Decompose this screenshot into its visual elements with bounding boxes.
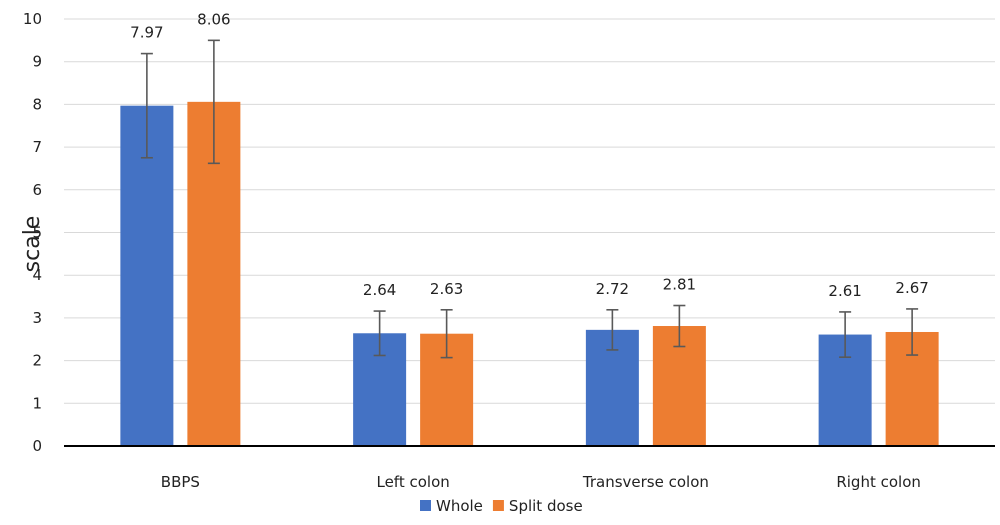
error-bar <box>140 52 153 159</box>
legend-label: Split dose <box>509 497 583 515</box>
error-bars <box>140 39 919 359</box>
error-bar <box>373 310 386 357</box>
y-tick-label: 3 <box>32 309 42 327</box>
y-tick-label: 1 <box>32 394 42 412</box>
legend: Whole Split dose <box>420 497 583 515</box>
bar <box>120 105 174 446</box>
error-bar <box>906 308 919 356</box>
category-labels: BBPS Left colon Transverse colon Right colo… <box>161 473 921 491</box>
x-category-label: Right colon <box>836 473 921 491</box>
data-label: 2.64 <box>363 281 396 299</box>
data-label: 2.63 <box>430 280 463 298</box>
y-tick-label: 6 <box>32 181 42 199</box>
y-tick-label: 9 <box>32 53 42 71</box>
error-bar <box>673 304 686 348</box>
data-label: 8.06 <box>197 10 230 28</box>
error-bar <box>606 308 619 351</box>
data-label: 2.67 <box>895 279 928 297</box>
x-category-label: Transverse colon <box>582 473 709 491</box>
error-bar <box>440 308 453 359</box>
y-tick-label: 0 <box>32 437 42 455</box>
y-tick-label: 10 <box>23 10 42 28</box>
y-tick-label: 5 <box>32 224 42 242</box>
data-label: 7.97 <box>130 24 163 42</box>
legend-swatch <box>492 500 504 511</box>
y-tick-label: 7 <box>32 138 42 156</box>
y-tick-label: 2 <box>32 352 42 370</box>
bars <box>120 101 939 446</box>
legend-label: Whole <box>436 497 483 515</box>
y-axis-ticks: 0 1 2 3 4 5 6 7 8 9 10 <box>23 10 42 455</box>
data-labels: 7.97 8.06 2.64 2.63 2.72 2.81 2.61 2.67 <box>130 10 929 300</box>
data-label: 2.61 <box>828 282 861 300</box>
y-tick-label: 8 <box>32 95 42 113</box>
data-label: 2.81 <box>663 276 696 294</box>
x-category-label: BBPS <box>161 473 200 491</box>
error-bar <box>839 311 852 358</box>
y-tick-label: 4 <box>32 266 42 284</box>
error-bar <box>207 39 220 165</box>
x-category-label: Left colon <box>376 473 449 491</box>
data-label: 2.72 <box>596 280 629 298</box>
legend-swatch <box>420 500 431 511</box>
y-axis-title: scale <box>20 216 45 273</box>
